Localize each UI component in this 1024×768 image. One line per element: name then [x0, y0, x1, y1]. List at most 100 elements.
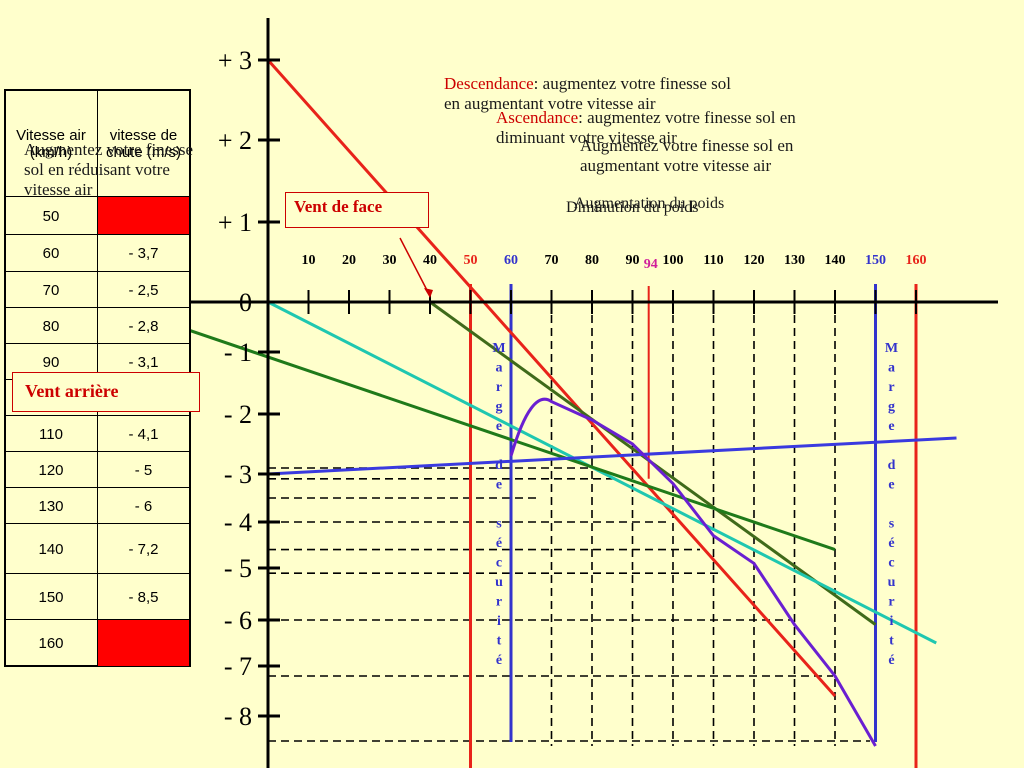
safety-margin-letter: r: [496, 595, 502, 610]
safety-margin-letter: M: [492, 341, 505, 356]
safety-margin-letter: g: [888, 400, 895, 415]
y-tick-label: - 2: [224, 400, 252, 429]
augmentez-note: Augmentez votre finesse sol en augmentan…: [580, 136, 794, 175]
x-tick-label: 150: [865, 253, 886, 268]
x-tick-label: 140: [825, 253, 846, 268]
x-tick-label: 30: [383, 253, 397, 268]
table-note: Augmentez votre finesse sol en réduisant…: [24, 140, 193, 199]
x-tick-label: 10: [302, 253, 316, 268]
x-tick-label: 100: [663, 253, 684, 268]
safety-margin-letter: t: [889, 634, 894, 649]
air-speed-cell: 80: [42, 317, 60, 335]
safety-margin-letter: d: [495, 458, 503, 473]
vent-arriere-label: Vent arrière: [12, 372, 200, 412]
y-tick-label: - 4: [224, 508, 252, 537]
descendance-note: Descendance: augmentez votre finesse sol…: [444, 74, 744, 114]
safety-margin-letter: s: [889, 517, 895, 532]
x-tick-label: 110: [703, 253, 723, 268]
safety-margin-letter: g: [496, 400, 503, 415]
table-header-row: Vitesse air (km/h) vitesse de chute (m/s…: [6, 91, 189, 196]
safety-margin-letter: c: [888, 556, 894, 571]
chart-axes: [182, 18, 998, 768]
x-tick-label: 20: [342, 253, 356, 268]
safety-margin-letter: é: [496, 536, 502, 551]
y-tick-label: + 1: [218, 208, 252, 237]
air-speed-cell: 140: [38, 540, 64, 558]
safety-margin-letter: r: [496, 380, 502, 395]
x-tick-label: 60: [504, 253, 518, 268]
dashed-reading-lines: [268, 302, 870, 746]
table-row: 120 - 5: [6, 451, 189, 488]
fall-speed-cell: - 6: [97, 488, 189, 524]
chart-lines: [105, 59, 957, 768]
fall-speed-cell: - 8,5: [97, 574, 189, 620]
table-row: 50: [6, 196, 189, 235]
x-tick-label: 40: [423, 253, 437, 268]
fall-speed-cell: [97, 620, 189, 666]
safety-margin-letter: t: [497, 634, 502, 649]
table-row: 140 - 7,2: [6, 523, 189, 574]
y-tick-label: - 7: [224, 652, 252, 681]
fall-speed-cell: - 7,2: [97, 524, 189, 574]
tangent-line-blue: [267, 436, 957, 476]
y-tick-label: + 2: [218, 126, 252, 155]
table-row: 110 - 4,1: [6, 415, 189, 452]
x-tick-label: 50: [464, 253, 478, 268]
safety-margin-letter: s: [496, 517, 502, 532]
safety-margin-letter: r: [888, 380, 894, 395]
safety-margin-letter: d: [888, 458, 896, 473]
x-tick-label: 120: [744, 253, 765, 268]
safety-margin-letter: a: [496, 361, 503, 376]
ascendance-keyword: Ascendance: [496, 108, 579, 127]
ascendance-note: Ascendance: augmentez votre finesse sol …: [496, 108, 796, 148]
augmentation-note: Augmentation du poids: [574, 195, 725, 212]
descendance-keyword: Descendance: [444, 74, 534, 93]
air-speed-cell: 60: [42, 245, 60, 262]
y-tick-label: - 6: [224, 606, 252, 635]
tangent-line-green: [105, 300, 836, 552]
air-speed-cell: 160: [38, 634, 64, 652]
safety-margin-letter: é: [888, 653, 894, 668]
safety-margin-letter: e: [888, 478, 894, 493]
x-tick-label: 160: [906, 253, 927, 268]
descendance-text: : augmentez votre finesse sol en augment…: [444, 74, 731, 113]
x-tick-label: 130: [784, 253, 805, 268]
air-speed-cell: 50: [42, 207, 60, 225]
special-tick-label: 94: [644, 257, 658, 272]
chart-tick-labels: + 3 + 2 + 1 0 - 1 - 2 - 3 - 4 - 5 - 6 - 7 - 8 10 20 30…: [149, 46, 927, 731]
header-fall-speed: vitesse de chute (m/s): [97, 91, 189, 196]
safety-margin-letter: u: [495, 575, 503, 590]
safety-margin-letter: e: [888, 419, 894, 434]
y-tick-label: - 8: [224, 702, 252, 731]
y-tick-label: 0: [239, 288, 252, 317]
x-tick-label: 80: [585, 253, 599, 268]
fall-speed-cell: - 2,8: [97, 308, 189, 344]
safety-margin-letter: c: [496, 556, 502, 571]
table-row: 90 - 3,1: [6, 343, 189, 380]
table-row: 150 - 8,5: [6, 573, 189, 620]
air-speed-cell: 70: [42, 281, 60, 299]
fall-speed-cell: - 5: [97, 452, 189, 488]
air-speed-cell: 110: [39, 425, 63, 443]
diminution-note: Diminution du poids: [566, 199, 699, 216]
fall-speed-cell: - 3,1: [97, 344, 189, 380]
header-air-speed: Vitesse air (km/h): [16, 126, 86, 161]
table-row: 130 - 6: [6, 487, 189, 524]
table-row: 60 - 3,7: [6, 234, 189, 272]
x-tick-label: 90: [626, 253, 640, 268]
safety-margin-letter: r: [888, 595, 894, 610]
fall-speed-cell: [97, 197, 189, 235]
x-tick-label: 70: [545, 253, 559, 268]
tangent-line-teal: [267, 300, 937, 645]
fall-speed-cell: - 2,5: [97, 272, 189, 308]
vent-de-face-label: Vent de face: [285, 192, 429, 228]
safety-margin-letter: u: [888, 575, 896, 590]
y-tick-label: - 3: [224, 460, 252, 489]
fall-speed-cell: - 4,1: [97, 416, 189, 452]
table-row: 70 - 2,5: [6, 271, 189, 308]
vent-de-face-arrowhead: [424, 288, 433, 298]
safety-margin-letter: e: [496, 478, 502, 493]
safety-margin-letter: i: [890, 614, 894, 629]
polar-curve: [509, 397, 877, 747]
